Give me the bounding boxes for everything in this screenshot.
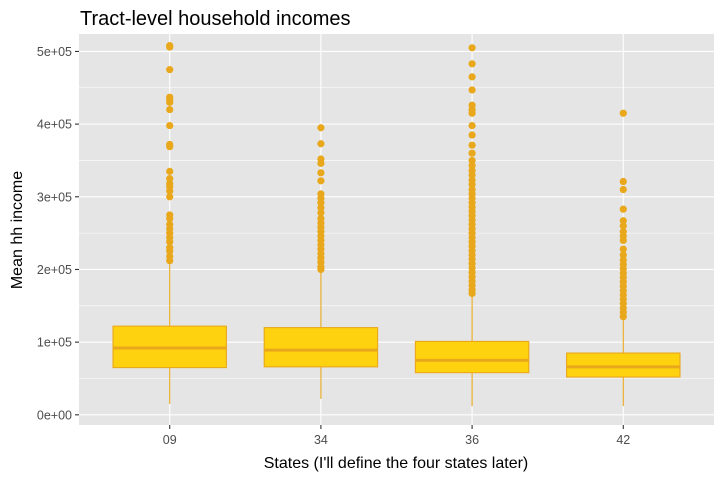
outlier-point [166,214,174,223]
x-tick-label: 34 [314,433,328,447]
outlier-point [468,60,476,68]
outlier-point [468,73,476,81]
outlier-point [619,217,627,225]
outlier-point [619,185,627,194]
outlier-point [317,124,325,132]
outlier-point [468,44,476,52]
outlier-point [619,177,627,186]
y-tick-label: 3e+05 [37,190,72,204]
outlier-point [468,141,476,149]
outlier-point [166,238,174,246]
outlier-point [166,43,174,51]
y-tick-label: 0e+00 [37,408,72,422]
box-34 [263,124,379,399]
outlier-point [317,204,325,212]
outlier-point [317,177,325,185]
outlier-point [166,143,174,151]
outlier-point [468,289,476,298]
outlier-point [619,313,627,321]
iqr-box [566,352,681,378]
x-tick-label: 36 [465,433,479,447]
x-axis: 09 34 36 42 [163,425,630,447]
outlier-point [619,205,627,213]
boxes [112,42,681,407]
outlier-point [317,169,325,177]
box-09 [112,42,227,404]
x-tick-label: 09 [163,433,177,447]
outlier-point [619,251,627,259]
outlier-point [468,149,476,157]
iqr-box [414,340,530,374]
outlier-point [468,86,476,94]
y-tick-label: 1e+05 [37,336,72,350]
outlier-point [166,175,174,183]
outlier-point [468,121,476,130]
outlier-point [166,121,174,130]
outlier-point [468,156,476,165]
box-42 [566,109,681,407]
outlier-point [468,171,476,179]
outlier-point [166,257,174,265]
outlier-point [317,159,325,167]
chart-title: Tract-level household incomes [80,8,351,30]
y-axis: 0e+00 1e+05 2e+05 3e+05 4e+05 5e+05 [37,45,79,422]
outlier-point [317,209,325,217]
outlier-point [468,180,476,189]
outlier-point [317,140,325,148]
x-axis-title: States (I'll define the four states late… [264,455,529,472]
outlier-point [166,167,174,175]
outlier-point [166,66,174,74]
outlier-point [166,247,174,255]
outlier-point [317,265,325,274]
x-tick-label: 42 [616,433,630,447]
y-tick-label: 5e+05 [37,45,72,59]
outlier-point [468,161,476,170]
outlier-point [468,131,476,139]
outlier-point [166,105,174,114]
y-tick-label: 2e+05 [37,263,72,277]
outlier-point [619,236,627,245]
iqr-box [263,327,379,368]
box-36 [414,44,530,407]
y-tick-label: 4e+05 [37,118,72,132]
y-axis-title: Mean hh income [9,171,26,289]
outlier-point [619,222,627,230]
outlier-point [166,187,174,195]
outlier-point [166,193,174,201]
outlier-point [166,98,174,106]
outlier-point [619,245,627,253]
outlier-point [468,109,476,117]
outlier-point [619,109,627,117]
outlier-point [317,199,325,207]
